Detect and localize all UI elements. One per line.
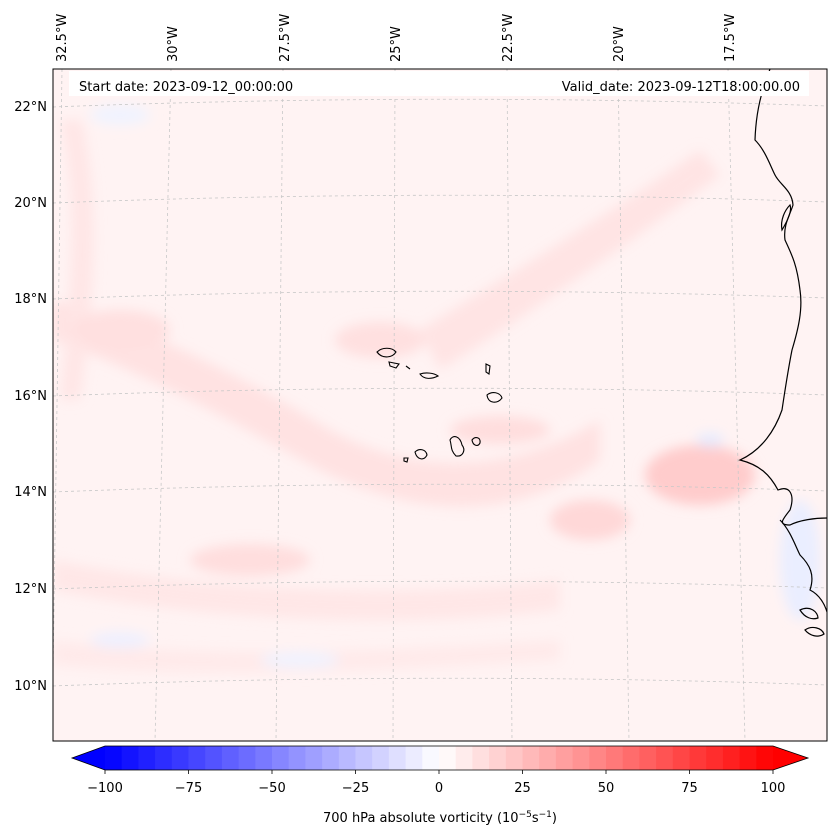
colorbar-swatch bbox=[138, 746, 156, 770]
colorbar-swatch bbox=[155, 746, 173, 770]
island-santa-luzia bbox=[405, 365, 411, 370]
island-fogo bbox=[414, 449, 428, 460]
lon-label: 20°W bbox=[612, 26, 627, 62]
colorbar-swatch bbox=[121, 746, 139, 770]
colorbar-extend-min bbox=[72, 746, 105, 770]
colorbar-swatch bbox=[171, 746, 190, 770]
lat-label: 14°N bbox=[14, 485, 47, 500]
island-sao-nicolau bbox=[419, 372, 440, 379]
colorbar-tick-labels: −100 −75 −50 −25 0 25 50 75 100 bbox=[87, 781, 785, 796]
colorbar-swatch bbox=[489, 746, 507, 770]
lat-label: 16°N bbox=[14, 389, 47, 404]
colorbar-swatch bbox=[388, 746, 407, 770]
colorbar-swatch bbox=[672, 746, 691, 770]
colorbar-swatch bbox=[589, 746, 607, 770]
lat-label: 10°N bbox=[14, 679, 47, 694]
colorbar-swatch bbox=[188, 746, 206, 770]
colorbar-tick-label: −50 bbox=[258, 781, 285, 796]
latitude-labels: 22°N 20°N 18°N 16°N 14°N 12°N 10°N bbox=[14, 100, 47, 694]
colorbar-swatch bbox=[505, 746, 524, 770]
lat-label: 18°N bbox=[14, 292, 47, 307]
island-boa-vista bbox=[486, 392, 503, 403]
date-info-box bbox=[69, 71, 809, 96]
lon-label: 22.5°W bbox=[501, 14, 516, 62]
cape-verde-islands bbox=[376, 347, 503, 463]
colorbar-swatch bbox=[606, 746, 624, 770]
colorbar-tick-label: −100 bbox=[87, 781, 123, 796]
lon-label: 27.5°W bbox=[278, 14, 293, 62]
colorbar-swatch bbox=[539, 746, 557, 770]
coastline bbox=[738, 69, 827, 637]
island-sal bbox=[485, 363, 491, 375]
colorbar-tick-label: 25 bbox=[514, 781, 531, 796]
lat-label: 12°N bbox=[14, 582, 47, 597]
colorbar-swatch bbox=[221, 746, 240, 770]
colorbar-swatch bbox=[338, 746, 357, 770]
colorbar-swatch bbox=[255, 746, 273, 770]
island-brava bbox=[403, 457, 409, 463]
colorbar-swatch bbox=[722, 746, 741, 770]
island-santiago bbox=[449, 436, 465, 457]
colorbar-swatch bbox=[305, 746, 323, 770]
colorbar-tick-label: 100 bbox=[761, 781, 786, 796]
longitude-labels: 32.5°W 30°W 27.5°W 25°W 22.5°W 20°W 17.5… bbox=[55, 14, 738, 62]
gridlines bbox=[53, 69, 827, 741]
colorbar-tick-label: 50 bbox=[598, 781, 615, 796]
colorbar-swatches bbox=[105, 746, 774, 770]
colorbar-swatch bbox=[439, 746, 457, 770]
colorbar-ticks bbox=[104, 770, 774, 774]
map-frame bbox=[52, 68, 828, 742]
colorbar-tick-label: 0 bbox=[435, 781, 443, 796]
colorbar-swatch bbox=[472, 746, 490, 770]
colorbar-swatch bbox=[455, 746, 473, 770]
lat-label: 20°N bbox=[14, 196, 47, 211]
colorbar-swatch bbox=[288, 746, 306, 770]
start-date-label: Start date: 2023-09-12_00:00:00 bbox=[79, 80, 293, 95]
colorbar-swatch bbox=[238, 746, 256, 770]
colorbar-swatch bbox=[555, 746, 574, 770]
colorbar-swatch bbox=[322, 746, 340, 770]
colorbar: −100 −75 −50 −25 0 25 50 75 100 700 hPa … bbox=[70, 745, 810, 826]
colorbar-swatch bbox=[739, 746, 757, 770]
colorbar-swatch bbox=[656, 746, 674, 770]
colorbar-swatch bbox=[689, 746, 707, 770]
colorbar-tick-label: −25 bbox=[342, 781, 369, 796]
colorbar-swatch bbox=[205, 746, 223, 770]
valid-date-label: Valid_date: 2023-09-12T18:00:00.00 bbox=[562, 80, 800, 95]
colorbar-swatch bbox=[622, 746, 640, 770]
island-maio bbox=[471, 437, 481, 446]
colorbar-extend-max bbox=[773, 746, 808, 770]
colorbar-tick-label: −75 bbox=[175, 781, 202, 796]
lon-label: 17.5°W bbox=[723, 14, 738, 62]
colorbar-swatch bbox=[756, 746, 774, 770]
lon-label: 32.5°W bbox=[55, 14, 70, 62]
colorbar-title: 700 hPa absolute vorticity (10−5s−1) bbox=[323, 810, 557, 826]
colorbar-swatch bbox=[422, 746, 440, 770]
colorbar-swatch bbox=[639, 746, 657, 770]
vorticity-field bbox=[53, 69, 827, 741]
colorbar-swatch bbox=[405, 746, 423, 770]
colorbar-swatch bbox=[355, 746, 373, 770]
colorbar-tick-label: 75 bbox=[681, 781, 698, 796]
colorbar-swatch bbox=[372, 746, 390, 770]
colorbar-swatch bbox=[572, 746, 590, 770]
colorbar-swatch bbox=[522, 746, 540, 770]
colorbar-swatch bbox=[706, 746, 724, 770]
lon-label: 30°W bbox=[166, 26, 181, 62]
colorbar-swatch bbox=[105, 746, 123, 770]
lon-label: 25°W bbox=[389, 26, 404, 62]
island-sao-vicente bbox=[388, 361, 400, 369]
colorbar-swatch bbox=[272, 746, 290, 770]
island-santo-antao bbox=[376, 347, 397, 358]
lat-label: 22°N bbox=[14, 100, 47, 115]
